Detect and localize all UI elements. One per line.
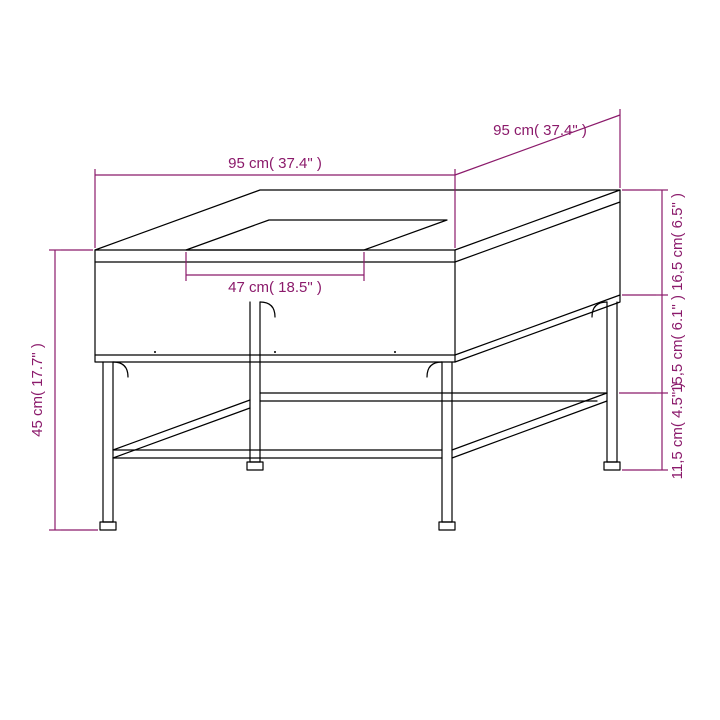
label-seg-mid: 15,5 cm( 6.1" ) xyxy=(669,295,686,393)
label-height-total: 45 cm( 17.7" ) xyxy=(29,343,46,437)
dimension-labels: 95 cm( 37.4" ) 95 cm( 37.4" ) 47 cm( 18.… xyxy=(29,122,686,479)
label-width-front: 95 cm( 37.4" ) xyxy=(228,155,322,172)
label-seg-top: 16,5 cm( 6.5" ) xyxy=(669,193,686,291)
label-panel-width: 47 cm( 18.5" ) xyxy=(228,279,322,296)
label-seg-bot: 11,5 cm( 4.5" ) xyxy=(669,383,686,480)
table-outline xyxy=(95,190,620,530)
table-dimension-diagram: 95 cm( 37.4" ) 95 cm( 37.4" ) 47 cm( 18.… xyxy=(0,0,720,720)
dimension-lines xyxy=(49,109,668,530)
label-depth-top: 95 cm( 37.4" ) xyxy=(493,122,587,139)
